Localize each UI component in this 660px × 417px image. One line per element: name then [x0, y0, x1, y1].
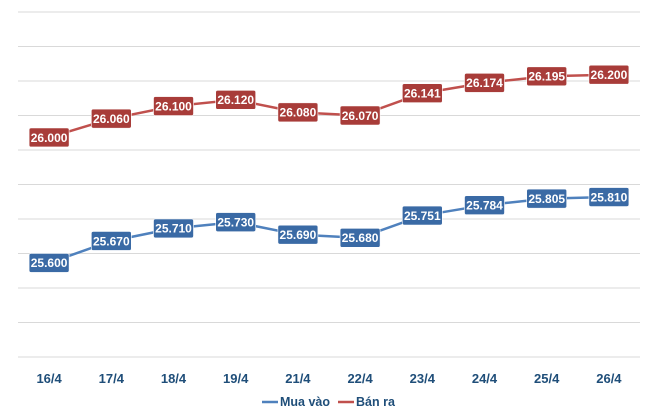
data-label: 25.680: [339, 228, 381, 248]
data-label: 25.751: [401, 205, 443, 226]
data-label-box: [526, 66, 568, 87]
data-label-text: 25.710: [155, 222, 192, 236]
data-label: 25.730: [215, 212, 256, 232]
data-label: 25.600: [28, 253, 70, 273]
data-label-text: 25.600: [31, 256, 68, 270]
data-label: 26.120: [215, 90, 256, 110]
data-label-box: [464, 195, 505, 215]
data-label-text: 25.680: [342, 231, 379, 245]
data-label: 25.670: [91, 231, 132, 251]
data-label-box: [339, 105, 381, 126]
data-label: 26.070: [339, 105, 381, 126]
data-label-box: [526, 188, 568, 209]
data-label: 26.174: [464, 73, 505, 93]
data-label-box: [401, 205, 443, 226]
x-tick-label: 23/4: [410, 371, 436, 386]
data-label-text: 26.100: [155, 99, 192, 113]
data-label-text: 26.195: [528, 70, 565, 84]
data-label-box: [215, 90, 256, 110]
data-label-text: 25.805: [528, 192, 565, 206]
series-line-mua-vao: [48, 195, 609, 265]
data-label: 26.080: [277, 102, 319, 123]
data-label-text: 26.200: [591, 68, 628, 82]
data-label: 25.810: [588, 187, 630, 207]
x-tick-label: 18/4: [161, 371, 187, 386]
data-label: 25.784: [464, 195, 505, 215]
data-label-text: 25.670: [93, 234, 130, 248]
x-tick-label: 24/4: [472, 371, 498, 386]
data-label-text: 26.120: [217, 93, 254, 107]
data-label-text: 25.730: [217, 215, 254, 229]
data-label: 26.195: [526, 66, 568, 87]
data-label-text: 25.784: [466, 199, 503, 213]
data-label-box: [28, 253, 70, 273]
data-label-text: 25.751: [404, 209, 441, 223]
data-label-text: 26.000: [31, 131, 68, 145]
data-label-text: 26.080: [280, 106, 317, 120]
data-label-text: 26.070: [342, 109, 379, 123]
data-label-box: [588, 187, 630, 207]
x-tick-label: 22/4: [347, 371, 373, 386]
data-label-box: [401, 83, 443, 104]
x-tick-label: 16/4: [36, 371, 62, 386]
data-label: 26.141: [401, 83, 443, 104]
legend-item-mua-vao: Mua vào: [262, 395, 330, 409]
grid-lines: [18, 11, 640, 358]
data-label: 26.060: [91, 108, 132, 129]
legend-label: Mua vào: [280, 395, 330, 409]
data-label-box: [339, 228, 381, 248]
data-label-box: [153, 218, 194, 239]
x-axis-ticks: 16/4 17/4 18/4 19/4 21/4 22/4 23/4 24/4 25/4 26/4: [36, 371, 622, 386]
x-tick-label: 17/4: [99, 371, 125, 386]
data-label: 25.690: [277, 224, 319, 245]
x-tick-label: 26/4: [596, 371, 622, 386]
data-label: 26.000: [28, 127, 70, 148]
data-label-box: [91, 231, 132, 251]
data-label-text: 26.174: [466, 76, 503, 90]
data-label-box: [153, 96, 194, 116]
data-label-text: 26.141: [404, 87, 441, 101]
series-lines: [48, 73, 609, 265]
data-label: 25.710: [153, 218, 194, 239]
data-label-box: [28, 127, 70, 148]
data-label: 25.805: [526, 188, 568, 209]
legend-item-ban-ra: Bán ra: [338, 395, 396, 409]
data-label-box: [464, 73, 505, 93]
data-label-box: [215, 212, 256, 232]
legend-label: Bán ra: [356, 395, 396, 409]
data-label-box: [277, 102, 319, 123]
x-tick-label: 19/4: [223, 371, 249, 386]
x-tick-label: 21/4: [285, 371, 311, 386]
x-tick-label: 25/4: [534, 371, 560, 386]
data-label-box: [91, 108, 132, 129]
data-label: 26.200: [588, 64, 630, 85]
data-label-text: 26.060: [93, 112, 130, 126]
data-label-box: [277, 224, 319, 245]
legend: Mua vào Bán ra: [262, 395, 396, 409]
data-label-box: [588, 64, 630, 85]
data-label-text: 25.690: [280, 228, 317, 242]
data-labels: 25.600 25.670 25.710 25.730 25.690 25.680 25.7…: [28, 64, 630, 273]
data-label-text: 25.810: [591, 190, 628, 204]
series-line-ban-ra: [48, 73, 609, 139]
data-label: 26.100: [153, 96, 194, 116]
